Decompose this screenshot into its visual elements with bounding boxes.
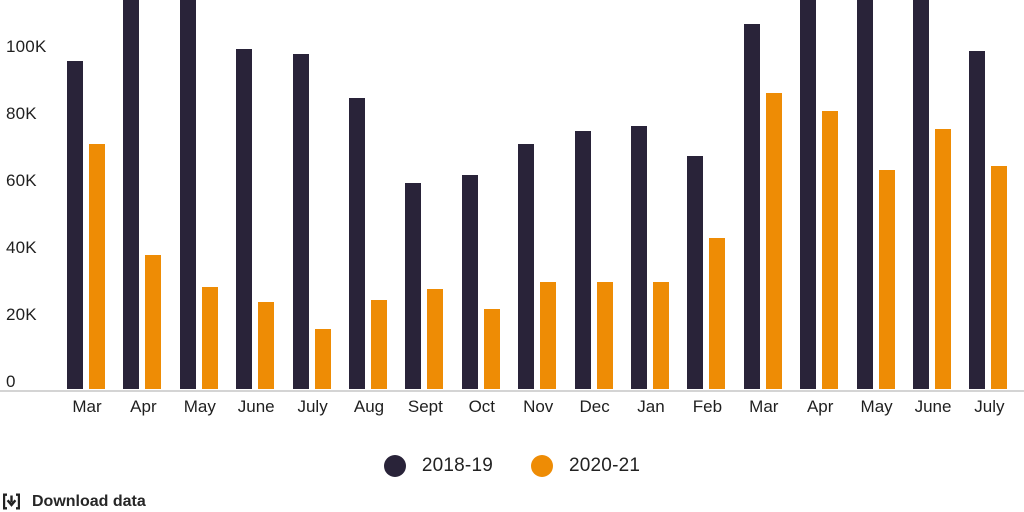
bar-2018-19-May-2	[179, 0, 196, 389]
bar-2020-21-July-16	[991, 166, 1008, 389]
x-axis-label-June-15: June	[914, 397, 952, 416]
download-label: Download data	[32, 492, 146, 510]
x-axis-label-Feb-11: Feb	[692, 397, 723, 416]
bar-2018-19-Oct-7	[461, 174, 478, 389]
bar-2018-19-Jan-10	[631, 126, 647, 389]
bar-2018-19-June-3	[236, 49, 253, 389]
legend-swatch-2020-21	[531, 455, 553, 477]
chart-legend: 2018-19 2020-21	[0, 455, 1024, 477]
bar-2020-21-Oct-7	[483, 308, 500, 389]
x-axis-label-July-4: July	[297, 397, 328, 416]
x-axis-label-Aug-5: Aug	[353, 397, 385, 416]
bar-2020-21-Apr-1	[145, 255, 162, 389]
y-axis-label-40K: 40K	[6, 238, 37, 257]
bar-2020-21-Sept-6	[427, 288, 444, 389]
x-axis-label-May-14: May	[860, 397, 893, 416]
y-axis-label-100K: 100K	[6, 37, 47, 56]
x-axis-label-July-16: July	[974, 397, 1005, 416]
bar-2018-19-Mar-12	[743, 23, 760, 389]
bar-2020-21-Dec-9	[596, 281, 613, 389]
bar-2020-21-Nov-8	[540, 281, 557, 389]
bar-2020-21-Aug-5	[371, 300, 387, 389]
bar-2018-19-Dec-9	[574, 131, 591, 389]
x-axis-label-Nov-8: Nov	[523, 397, 554, 416]
bar-2020-21-Feb-11	[709, 238, 726, 390]
x-axis-line	[0, 390, 1024, 392]
legend-item-2020-21: 2020-21	[531, 455, 640, 477]
bar-2018-19-May-14	[856, 0, 873, 389]
bar-2018-19-Aug-5	[349, 97, 365, 389]
x-axis-label-June-3: June	[237, 397, 275, 416]
y-axis-label-80K: 80K	[6, 104, 37, 123]
bar-2018-19-Apr-1	[123, 0, 140, 389]
x-axis-label-Apr-13: Apr	[806, 397, 834, 416]
y-axis-label-60K: 60K	[6, 171, 37, 190]
bar-2020-21-Mar-12	[765, 92, 782, 389]
bar-2018-19-Nov-8	[518, 144, 535, 389]
x-axis-label-Sept-6: Sept	[407, 397, 443, 416]
bar-2020-21-May-2	[201, 286, 218, 389]
bar-2018-19-Mar-0	[67, 60, 83, 389]
bar-2020-21-Jan-10	[653, 281, 669, 389]
bar-2020-21-July-4	[314, 328, 331, 389]
x-axis-label-May-2: May	[183, 397, 216, 416]
x-axis-label-Oct-7: Oct	[468, 397, 496, 416]
x-axis-label-Apr-1: Apr	[130, 397, 157, 416]
bar-2020-21-June-3	[258, 301, 275, 389]
x-axis-label-Mar-0: Mar	[72, 397, 102, 416]
download-data-link[interactable]: Download data	[2, 492, 146, 511]
bar-2018-19-July-4	[292, 54, 309, 389]
legend-label-2018-19: 2018-19	[421, 455, 493, 476]
x-axis-label-Mar-12: Mar	[749, 397, 779, 416]
bar-2020-21-Apr-13	[822, 110, 839, 389]
legend-label-2020-21: 2020-21	[569, 455, 641, 476]
x-axis-label-Jan-10: Jan	[637, 397, 665, 416]
bar-2018-19-Feb-11	[687, 156, 704, 389]
bar-2018-19-July-16	[969, 50, 986, 389]
legend-swatch-2018-19	[383, 455, 406, 477]
y-axis-label-0: 0	[6, 372, 16, 391]
bar-2018-19-Apr-13	[800, 0, 817, 389]
bar-2018-19-Sept-6	[405, 183, 422, 389]
download-icon	[2, 492, 21, 511]
legend-item-2018-19: 2018-19	[383, 455, 493, 477]
y-axis-label-20K: 20K	[6, 305, 37, 324]
bar-2020-21-Mar-0	[89, 144, 105, 389]
x-axis-label-Dec-9: Dec	[579, 397, 610, 416]
bar-2020-21-May-14	[878, 169, 895, 389]
bar-2018-19-June-15	[913, 0, 929, 389]
bar-2020-21-June-15	[935, 129, 951, 389]
